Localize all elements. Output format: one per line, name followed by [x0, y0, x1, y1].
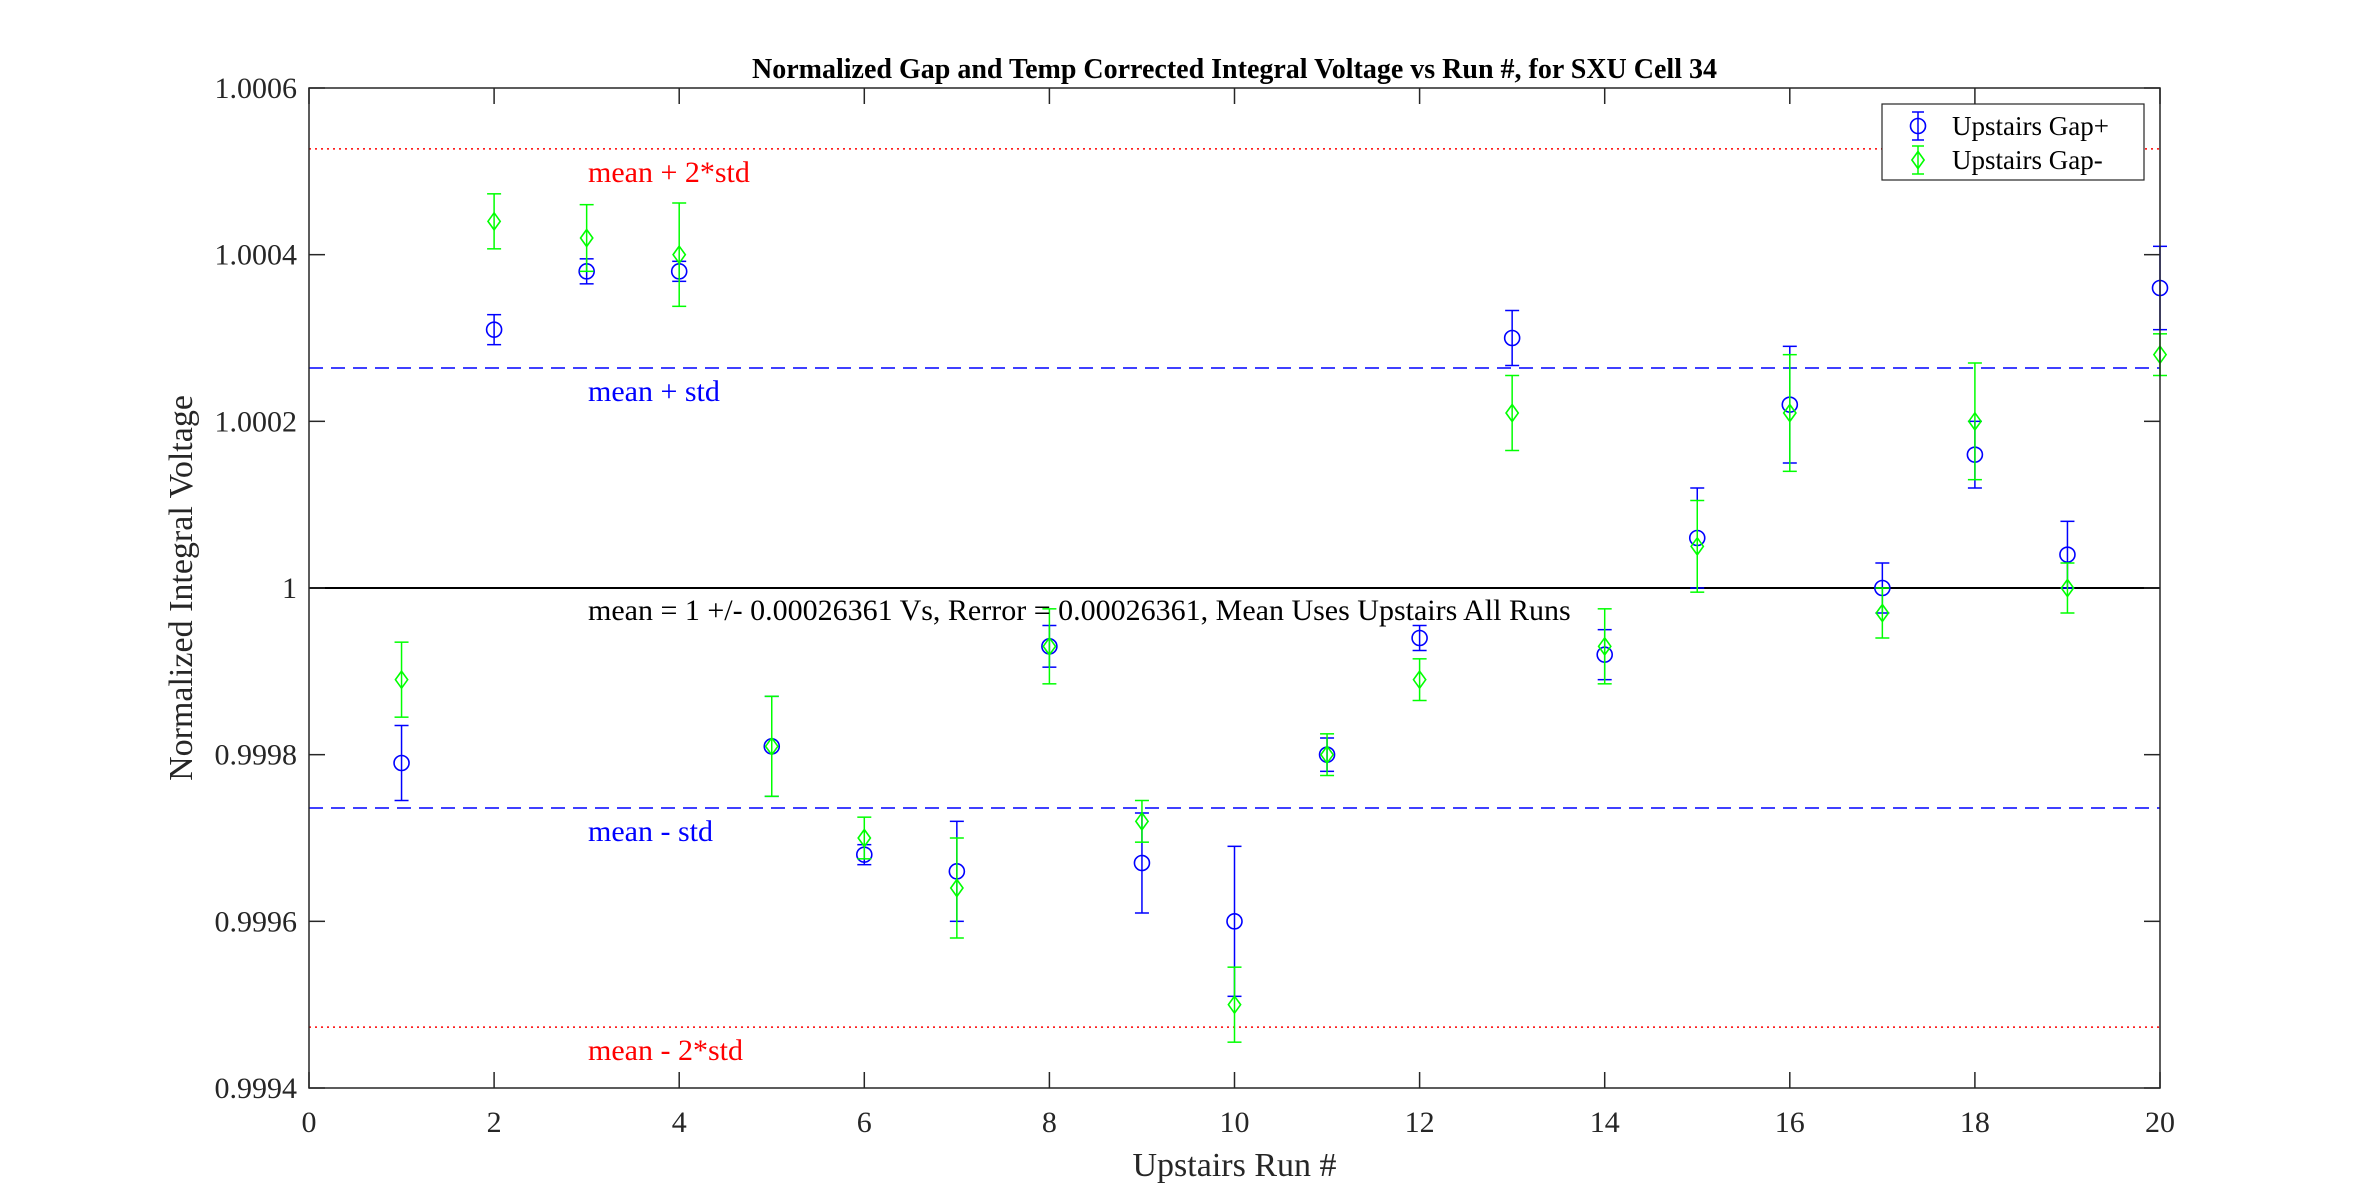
data-point-diamond: [1227, 994, 1242, 1015]
data-point-diamond: [486, 211, 502, 232]
legend: Upstairs Gap+ Upstairs Gap-: [1881, 103, 2145, 181]
y-tick-label: 0.9994: [215, 1072, 298, 1105]
data-point-circle: [1909, 117, 1927, 135]
x-tick-label: 12: [1405, 1106, 1435, 1139]
y-axis-ticks: 0.9994 0.9996 0.9998 1 1.0002 1.0004 1.0006: [215, 72, 2160, 1105]
data-point-diamond: [1505, 403, 1520, 423]
x-tick-label: 18: [1960, 1106, 1990, 1139]
y-tick-label: 1.0004: [215, 239, 298, 272]
data-point-diamond: [672, 244, 687, 265]
data-point-diamond: [857, 828, 872, 848]
x-tick-label: 6: [857, 1106, 872, 1139]
reference-labels: mean + 2*std mean + std mean - std mean - 2…: [588, 156, 750, 1067]
data-point-diamond: [579, 228, 594, 248]
legend-label: Upstairs Gap-: [1952, 145, 2103, 175]
x-axis-label: Upstairs Run #: [1133, 1147, 1337, 1184]
legend-label: Upstairs Gap+: [1952, 111, 2109, 141]
data-point-circle: [1411, 629, 1428, 647]
data-point-circle: [2059, 546, 2076, 563]
data-point-diamond: [1967, 411, 1983, 432]
y-tick-label: 0.9998: [215, 739, 298, 772]
x-axis-ticks: 0 2 4 6 8 10 12 14 16 18 20: [302, 88, 2175, 1139]
data-point-circle: [485, 321, 503, 338]
data-point-diamond: [1875, 603, 1890, 623]
x-tick-label: 0: [302, 1106, 317, 1139]
y-tick-label: 1.0006: [215, 72, 298, 105]
data-point-diamond: [1042, 636, 1057, 657]
y-tick-label: 1.0002: [215, 405, 298, 438]
x-tick-label: 4: [672, 1106, 687, 1139]
x-tick-label: 14: [1590, 1106, 1620, 1139]
reference-line-label: mean - 2*std: [588, 1034, 743, 1067]
data-point-diamond: [949, 878, 964, 898]
data-series: [393, 193, 2169, 1043]
data-point-diamond: [394, 669, 409, 690]
data-point-diamond: [2060, 578, 2075, 598]
data-point-diamond: [764, 736, 779, 757]
reference-line-label: mean - std: [588, 815, 713, 848]
data-point-circle: [1133, 854, 1151, 872]
data-point-diamond: [1134, 811, 1150, 832]
series-diamond: [394, 193, 2168, 1043]
data-point-diamond: [1690, 536, 1705, 557]
data-point-diamond: [1597, 636, 1612, 657]
data-point-diamond: [1412, 669, 1427, 690]
data-point-diamond: [1319, 744, 1335, 765]
y-tick-label: 1: [282, 572, 297, 605]
data-point-circle: [1226, 913, 1243, 930]
chart-title: Normalized Gap and Temp Corrected Integr…: [752, 54, 1717, 85]
data-point-diamond: [1910, 150, 1926, 170]
x-tick-label: 10: [1220, 1106, 1250, 1139]
reference-line-label: mean + 2*std: [588, 156, 750, 189]
data-point-circle: [393, 754, 410, 772]
legend-box: [1881, 103, 2145, 181]
x-tick-label: 16: [1775, 1106, 1805, 1139]
x-tick-label: 8: [1042, 1106, 1057, 1139]
x-tick-label: 20: [2145, 1106, 2175, 1139]
data-point-circle: [1503, 329, 1521, 347]
y-axis-label: Normalized Integral Voltage: [163, 395, 200, 781]
reference-line-label: mean + std: [588, 375, 720, 408]
data-point-diamond: [1782, 403, 1797, 423]
x-tick-label: 2: [487, 1106, 502, 1139]
y-tick-label: 0.9996: [215, 905, 298, 938]
mean-annotation: mean = 1 +/- 0.00026361 Vs, Rerror = 0.0…: [588, 594, 1571, 627]
